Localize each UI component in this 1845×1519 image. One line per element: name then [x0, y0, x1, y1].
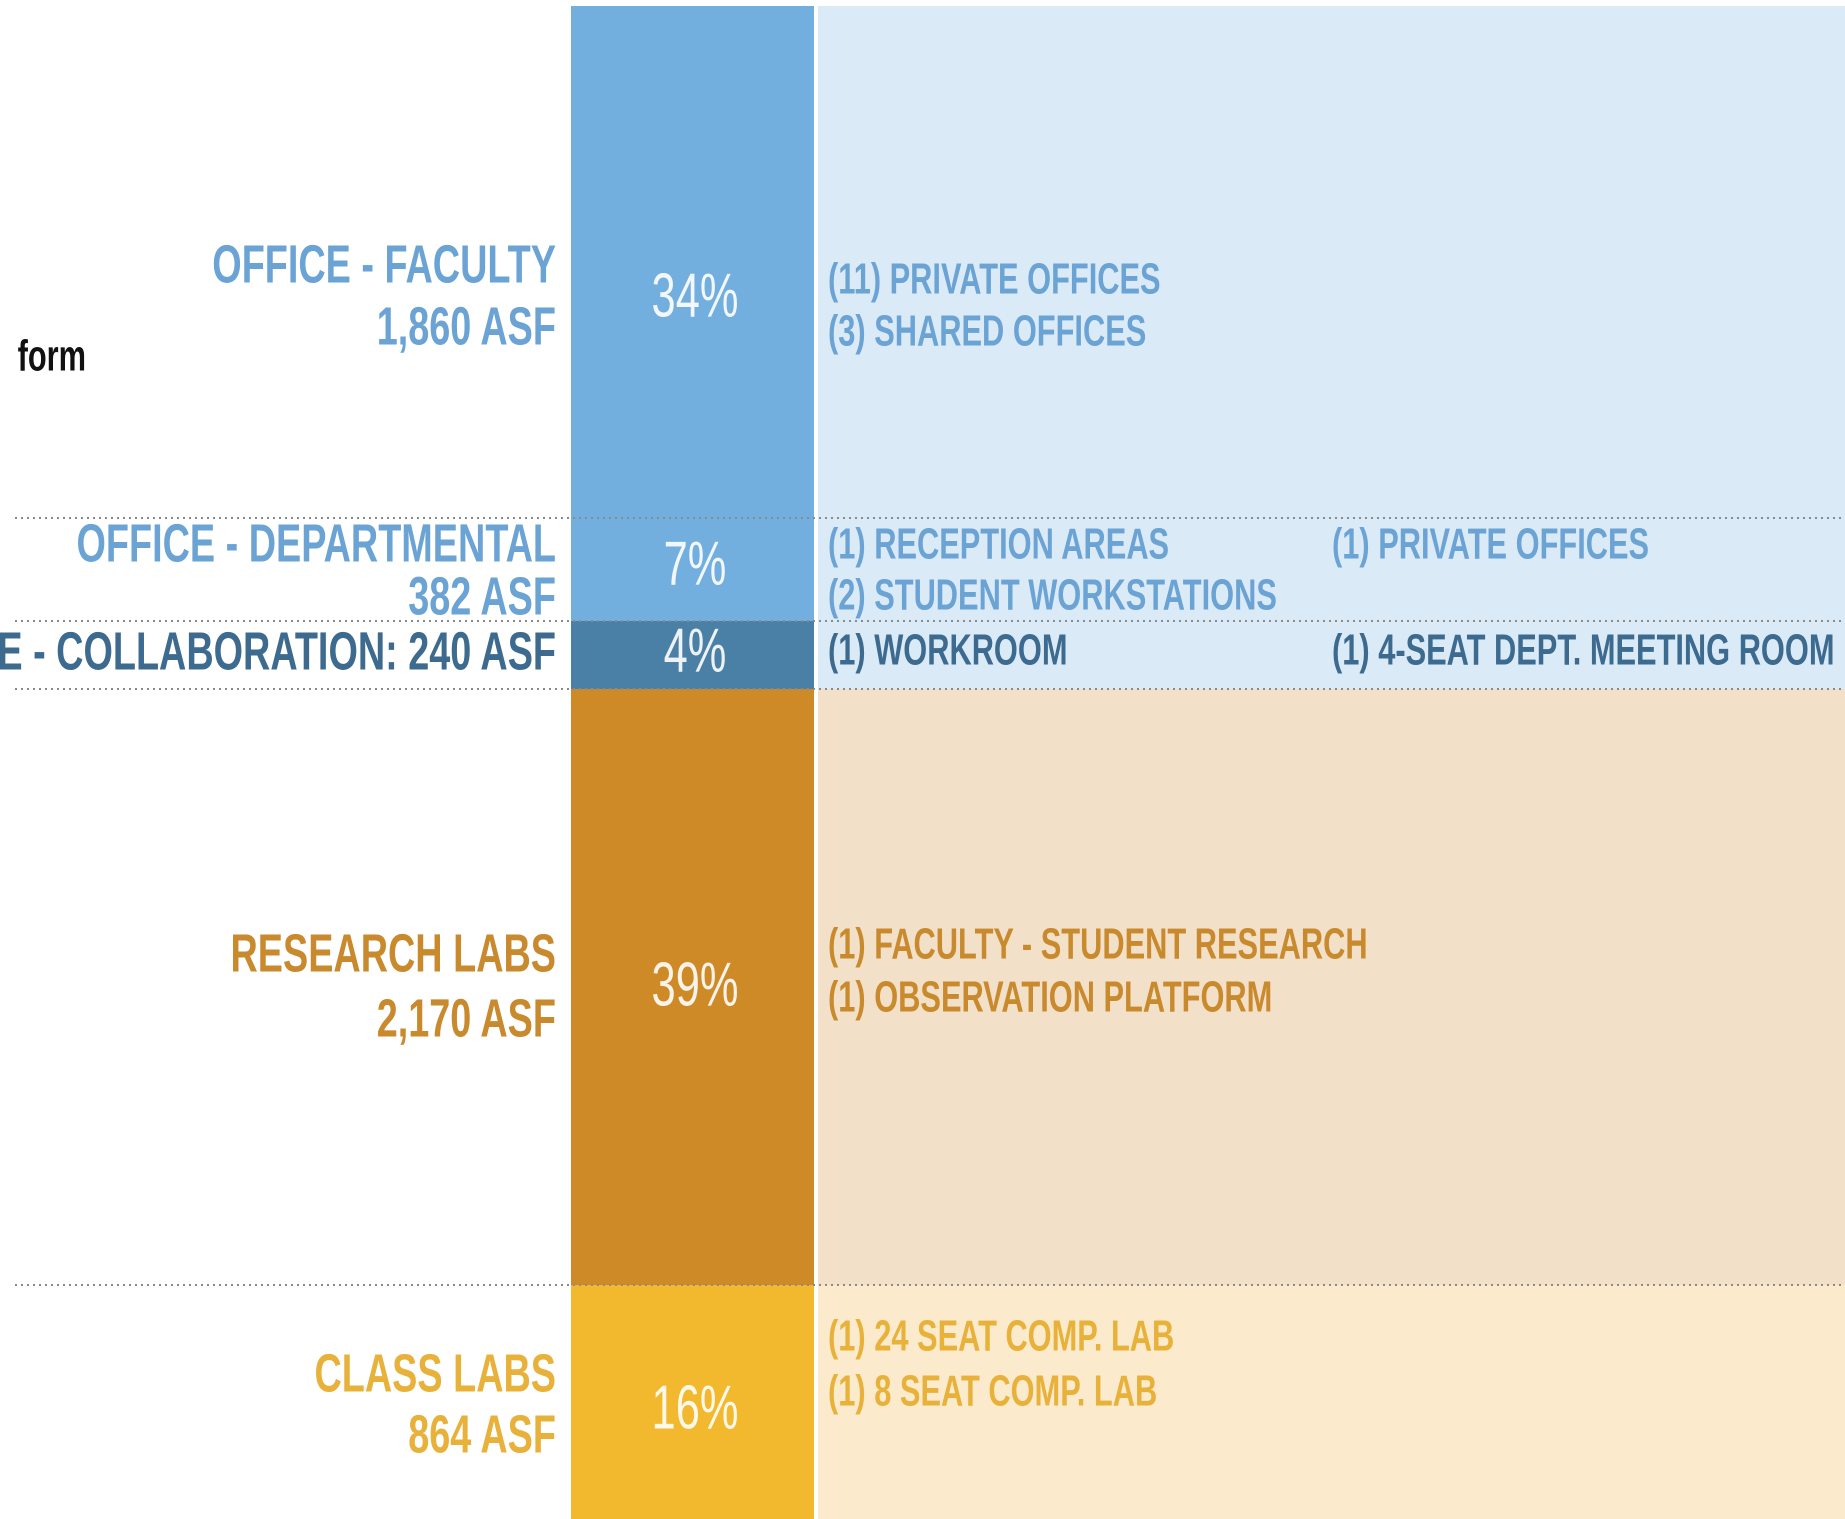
category-label: OFFICE - COLLABORATION: 240 ASF: [0, 621, 556, 681]
item: (3) SHARED OFFICES: [828, 307, 1146, 356]
percent: 7%: [664, 529, 727, 598]
bar-segment: [571, 518, 814, 621]
item: (1) WORKROOM: [828, 626, 1068, 675]
item: (1) PRIVATE OFFICES: [1332, 520, 1649, 569]
bar-segment: [571, 621, 814, 689]
category-label: OFFICE - FACULTY: [212, 234, 556, 294]
item: (1) 8 SEAT COMP. LAB: [828, 1367, 1157, 1416]
bar-segment: [571, 1285, 814, 1519]
item: (1) FACULTY - STUDENT RESEARCH: [828, 920, 1368, 969]
percent: 34%: [652, 261, 739, 330]
item: (11) PRIVATE OFFICES: [828, 255, 1161, 304]
category-label: OFFICE - DEPARTMENTAL: [77, 513, 557, 573]
percent: 39%: [652, 950, 739, 1019]
area-label: 864 ASF: [408, 1404, 556, 1464]
panel: [818, 621, 1845, 689]
category-label: CLASS LABS: [315, 1343, 557, 1403]
item: (1) OBSERVATION PLATFORM: [828, 973, 1272, 1022]
panel: [818, 689, 1845, 1285]
fragment-text: form: [18, 332, 86, 381]
percent: 4%: [664, 616, 727, 685]
area-label: 2,170 ASF: [377, 988, 556, 1048]
percent: 16%: [652, 1373, 739, 1442]
area-label: 1,860 ASF: [377, 296, 556, 356]
category-label: RESEARCH LABS: [231, 923, 557, 983]
bar-segment: [571, 689, 814, 1285]
bar-segment: [571, 6, 814, 518]
item: (1) 24 SEAT COMP. LAB: [828, 1312, 1174, 1361]
panel: [818, 6, 1845, 518]
item: (1) 4-SEAT DEPT. MEETING ROOM: [1332, 626, 1835, 675]
panel: [818, 518, 1845, 621]
panel: [818, 1285, 1845, 1519]
area-label: 382 ASF: [408, 566, 556, 626]
item: (1) RECEPTION AREAS: [828, 520, 1169, 569]
item: (2) STUDENT WORKSTATIONS: [828, 571, 1277, 620]
